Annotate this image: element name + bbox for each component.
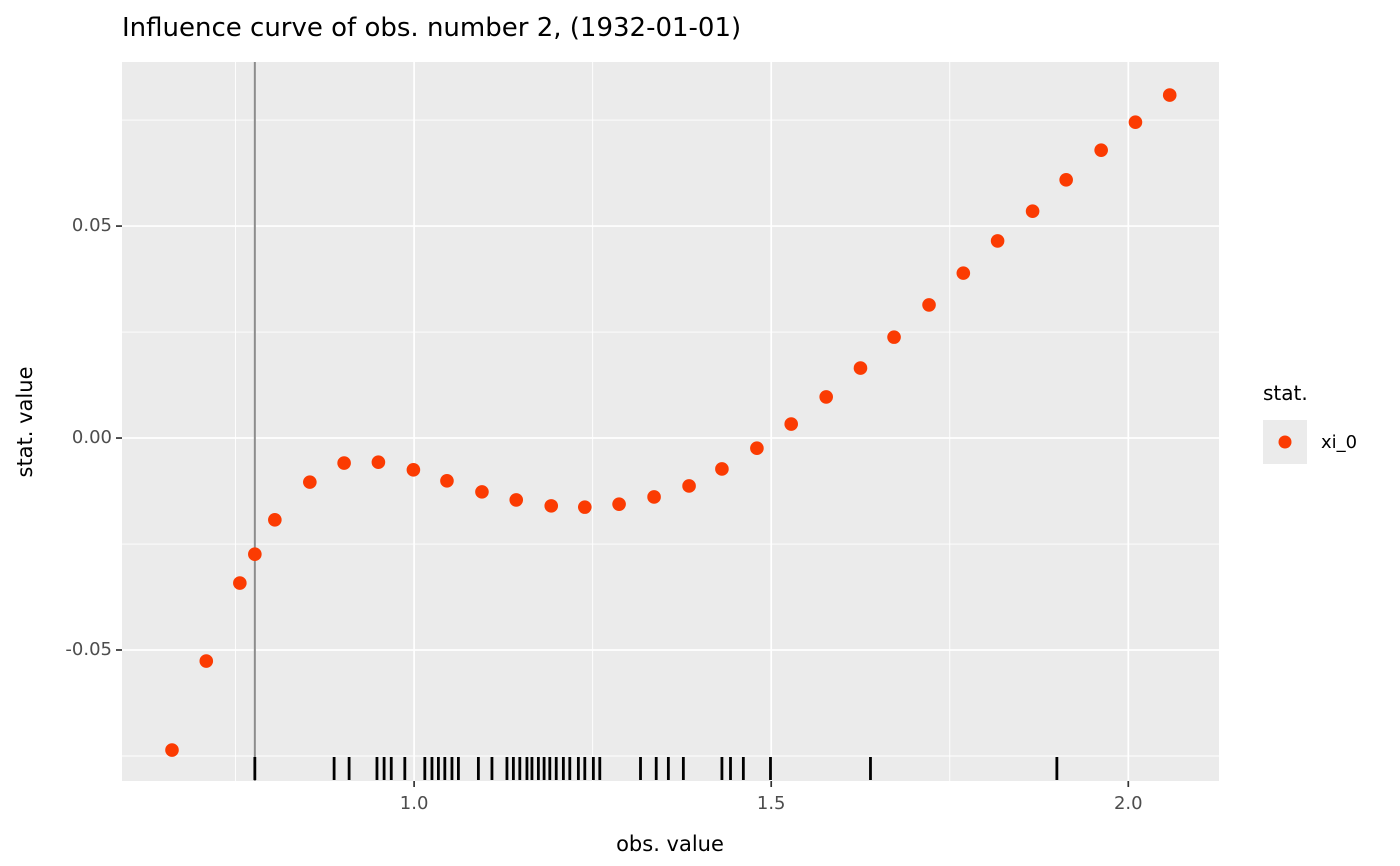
data-point xyxy=(887,330,901,344)
legend-key xyxy=(1263,420,1307,464)
data-point xyxy=(715,462,729,476)
y-tick-label: 0.00 xyxy=(71,427,112,449)
y-axis-title: stat. value xyxy=(13,366,37,478)
data-point xyxy=(1025,204,1040,219)
x-tick-label: 1.0 xyxy=(399,793,429,814)
data-point xyxy=(956,266,971,280)
data-point xyxy=(682,479,696,493)
data-point xyxy=(248,547,262,561)
x-tick-label: 2.0 xyxy=(1113,793,1143,814)
data-point xyxy=(371,455,386,469)
legend-point-icon xyxy=(1278,435,1292,449)
data-point xyxy=(1059,173,1073,187)
data-point xyxy=(544,499,559,513)
data-point xyxy=(577,500,592,514)
data-point xyxy=(1162,88,1177,102)
data-point xyxy=(406,463,421,477)
data-point xyxy=(233,576,247,590)
legend-entry-label: xi_0 xyxy=(1321,431,1358,453)
data-point xyxy=(750,441,764,456)
data-point xyxy=(612,497,626,511)
x-tick-label: 1.5 xyxy=(756,793,786,814)
data-point xyxy=(440,474,454,488)
data-point xyxy=(1094,143,1108,157)
data-point xyxy=(165,743,179,757)
data-point xyxy=(1128,115,1143,129)
chart-title: Influence curve of obs. number 2, (1932-… xyxy=(122,13,742,43)
y-tick-label: -0.05 xyxy=(65,639,112,660)
data-point xyxy=(922,298,936,312)
data-point xyxy=(784,417,798,431)
data-point xyxy=(475,485,489,499)
panel-background xyxy=(122,62,1219,781)
data-point xyxy=(647,490,661,504)
data-point xyxy=(819,390,833,404)
data-point xyxy=(337,456,351,470)
data-point xyxy=(199,654,214,668)
data-point xyxy=(990,234,1005,248)
y-tick-label: 0.05 xyxy=(71,215,112,237)
data-point xyxy=(509,493,524,507)
x-axis-title: obs. value xyxy=(616,832,724,856)
data-point xyxy=(853,361,868,375)
legend-title: stat. xyxy=(1263,381,1308,405)
data-point xyxy=(303,475,317,489)
data-point xyxy=(268,513,282,527)
